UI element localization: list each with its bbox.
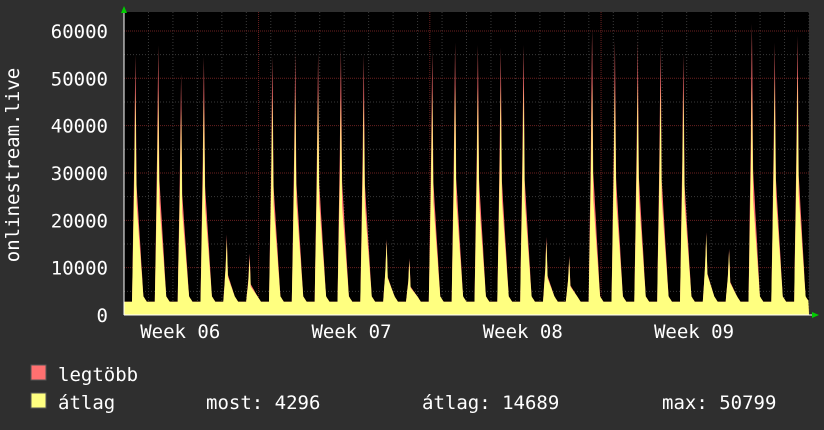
legend-label-atlag: átlag xyxy=(58,392,115,414)
x-tick-label: Week 08 xyxy=(483,321,563,343)
legend-label-legtobb: legtöbb xyxy=(58,364,138,386)
series-area-atlag xyxy=(124,74,809,315)
series-areas xyxy=(124,23,809,316)
y-axis-label: onlinestream.live xyxy=(2,68,24,262)
y-tick-label: 20000 xyxy=(51,210,108,232)
stat-atlag: átlag: 14689 xyxy=(422,392,559,414)
x-axis-arrow-icon xyxy=(812,312,819,318)
y-tick-label: 30000 xyxy=(51,163,108,185)
x-tick-labels: Week 06 Week 07 Week 08 Week 09 xyxy=(140,321,734,343)
y-tick-label: 40000 xyxy=(51,116,108,138)
y-tick-label: 60000 xyxy=(51,21,108,43)
y-tick-label: 50000 xyxy=(51,68,108,90)
legend: legtöbb átlag most: 4296 átlag: 14689 ma… xyxy=(30,364,776,414)
y-tick-label: 0 xyxy=(97,305,108,327)
stat-max: max: 50799 xyxy=(662,392,776,414)
y-axis-arrow-icon xyxy=(121,6,127,13)
legend-swatch-atlag xyxy=(30,392,47,409)
legend-swatch-legtobb xyxy=(30,364,47,381)
x-tick-label: Week 09 xyxy=(654,321,734,343)
y-tick-label: 10000 xyxy=(51,258,108,280)
axes xyxy=(121,6,819,318)
x-tick-label: Week 06 xyxy=(140,321,220,343)
x-tick-label: Week 07 xyxy=(311,321,391,343)
y-tick-labels: 0 10000 20000 30000 40000 50000 60000 xyxy=(51,21,108,327)
stat-most: most: 4296 xyxy=(206,392,320,414)
